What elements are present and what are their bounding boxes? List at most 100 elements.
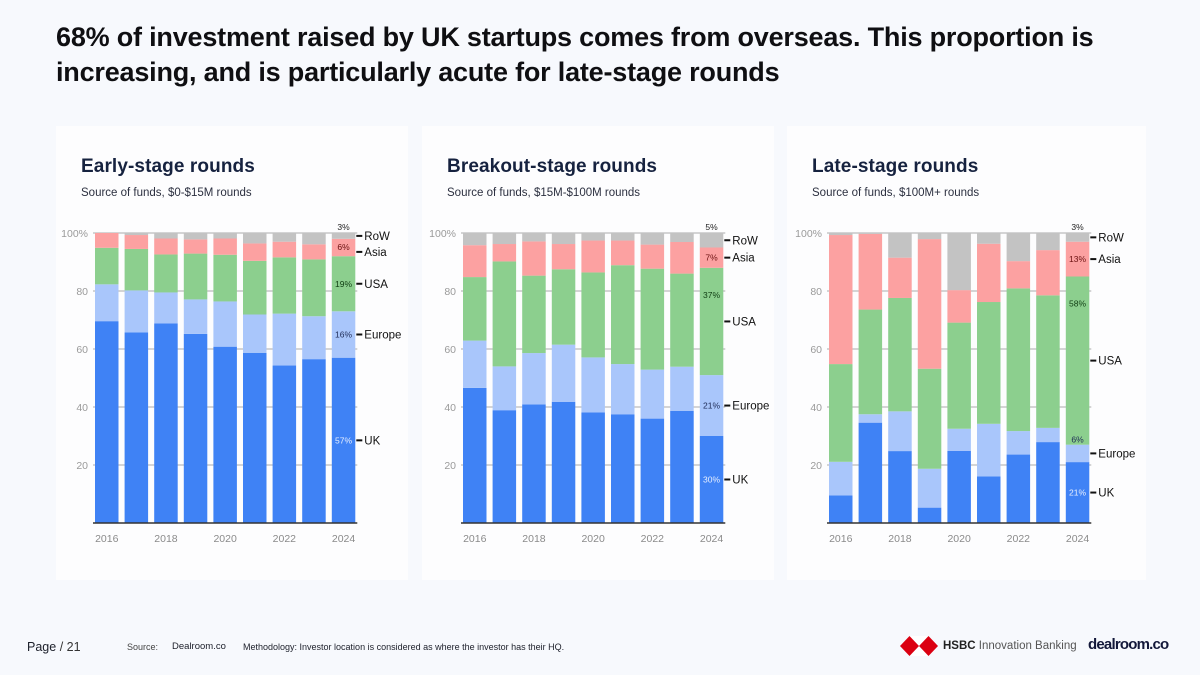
bar-segment-asia bbox=[124, 235, 149, 249]
x-tick-label: 2020 bbox=[213, 533, 237, 545]
bar-segment-europe bbox=[947, 428, 971, 451]
hsbc-hexagon-icon bbox=[900, 636, 938, 656]
page-number: Page / 21 bbox=[27, 640, 81, 654]
bar-segment-europe bbox=[95, 284, 119, 322]
value-label-row: 5% bbox=[705, 222, 718, 232]
value-label-asia: 7% bbox=[705, 253, 718, 263]
bar-segment-usa bbox=[640, 268, 665, 370]
bar-segment-europe bbox=[302, 316, 326, 360]
bar-segment-asia bbox=[302, 244, 326, 260]
bar-segment-asia bbox=[977, 243, 1001, 303]
bar-segment-asia bbox=[611, 240, 635, 266]
bar-stack-2017 bbox=[124, 233, 149, 523]
bar-segment-uk bbox=[183, 333, 208, 523]
bar-stack-2024 bbox=[699, 233, 724, 523]
bar-segment-asia bbox=[272, 241, 297, 258]
source-label: Source: bbox=[127, 642, 159, 652]
value-label-usa: 19% bbox=[335, 279, 352, 289]
bar-segment-europe bbox=[858, 414, 883, 423]
bar-segment-europe bbox=[829, 461, 853, 496]
bar-segment-europe bbox=[611, 364, 635, 415]
bar-segment-uk bbox=[640, 418, 665, 523]
bar-segment-row bbox=[331, 233, 356, 239]
bar-segment-asia bbox=[243, 243, 267, 261]
legend-label-row: RoW bbox=[1098, 232, 1124, 244]
bar-segment-asia bbox=[1036, 250, 1060, 296]
bar-segment-row bbox=[1006, 233, 1031, 262]
bar-segment-uk bbox=[154, 323, 178, 523]
bar-segment-row bbox=[183, 233, 208, 240]
bar-segment-usa bbox=[1006, 288, 1031, 432]
x-tick-label: 2024 bbox=[1066, 533, 1090, 545]
bar-segment-usa bbox=[699, 267, 724, 376]
bar-stack-2022 bbox=[1006, 233, 1031, 523]
bar-segment-europe bbox=[272, 313, 297, 366]
bar-segment-row bbox=[243, 233, 267, 244]
legend-label-row: RoW bbox=[732, 235, 758, 247]
bar-segment-usa bbox=[858, 309, 883, 415]
value-label-europe: 16% bbox=[335, 330, 352, 340]
bar-segment-europe bbox=[888, 411, 912, 452]
x-tick-label: 2018 bbox=[522, 533, 546, 545]
bar-segment-row bbox=[522, 233, 546, 242]
bar-segment-usa bbox=[1036, 295, 1060, 428]
bar-segment-asia bbox=[213, 238, 237, 255]
bar-segment-row bbox=[888, 233, 912, 258]
bar-segment-europe bbox=[551, 344, 576, 402]
bar-segment-europe bbox=[522, 353, 546, 405]
hsbc-logo: HSBC Innovation Banking bbox=[900, 636, 1077, 656]
bar-segment-uk bbox=[95, 321, 119, 523]
value-label-usa: 58% bbox=[1069, 299, 1086, 309]
bar-stack-2018 bbox=[888, 233, 912, 523]
x-tick-label: 2022 bbox=[641, 533, 665, 545]
bar-segment-usa bbox=[183, 253, 208, 300]
bar-segment-europe bbox=[1065, 444, 1090, 463]
chart-title: Early-stage rounds bbox=[81, 156, 255, 177]
dealroom-logo: dealroom.co bbox=[1088, 636, 1169, 653]
y-tick-label: 100% bbox=[795, 228, 822, 240]
y-tick-label: 60 bbox=[444, 344, 456, 356]
bar-segment-uk bbox=[581, 412, 605, 523]
bar-segment-usa bbox=[302, 259, 326, 317]
bar-segment-usa bbox=[331, 256, 356, 312]
bar-segment-row bbox=[463, 233, 487, 246]
bar-segment-uk bbox=[858, 422, 883, 523]
bar-segment-uk bbox=[977, 476, 1001, 523]
bar-stack-2016 bbox=[463, 233, 487, 523]
legend-label-europe: Europe bbox=[364, 330, 401, 342]
bar-segment-uk bbox=[331, 357, 356, 523]
value-label-uk: 30% bbox=[703, 475, 720, 485]
bar-segment-europe bbox=[331, 311, 356, 358]
legend-label-europe: Europe bbox=[732, 401, 769, 413]
legend-label-asia: Asia bbox=[1098, 254, 1121, 266]
bar-segment-uk bbox=[551, 401, 576, 523]
x-tick-label: 2018 bbox=[154, 533, 178, 545]
bar-segment-uk bbox=[302, 359, 326, 523]
bar-stack-2017 bbox=[492, 233, 517, 523]
bar-segment-usa bbox=[829, 364, 853, 462]
value-label-row: 3% bbox=[337, 222, 350, 232]
legend-label-usa: USA bbox=[732, 316, 756, 328]
bar-segment-europe bbox=[183, 299, 208, 334]
bar-segment-usa bbox=[522, 275, 546, 354]
y-tick-label: 80 bbox=[76, 286, 88, 298]
bar-stack-2021 bbox=[611, 233, 635, 523]
bar-segment-uk bbox=[670, 410, 694, 523]
bar-stack-2018 bbox=[154, 233, 178, 523]
bar-stack-2020 bbox=[581, 233, 605, 523]
bar-segment-usa bbox=[670, 273, 694, 367]
bar-segment-usa bbox=[95, 247, 119, 285]
bar-segment-uk bbox=[213, 346, 237, 523]
bar-segment-row bbox=[947, 233, 971, 291]
chart-title: Late-stage rounds bbox=[812, 156, 979, 177]
bar-segment-row bbox=[1065, 233, 1090, 242]
bar-segment-europe bbox=[670, 366, 694, 411]
bar-segment-uk bbox=[463, 387, 487, 523]
bar-segment-usa bbox=[917, 368, 942, 469]
stacked-bar-chart-breakout: 20 40 60 80 100% 2016 2018 2020 2022 2024 30% UK 21%… bbox=[429, 222, 769, 545]
methodology-note: Methodology: Investor location is consid… bbox=[243, 642, 565, 652]
bar-segment-usa bbox=[551, 269, 576, 345]
chart-subtitle: Source of funds, $15M-$100M rounds bbox=[447, 187, 641, 199]
bar-segment-uk bbox=[243, 352, 267, 523]
bar-segment-uk bbox=[1065, 462, 1090, 523]
